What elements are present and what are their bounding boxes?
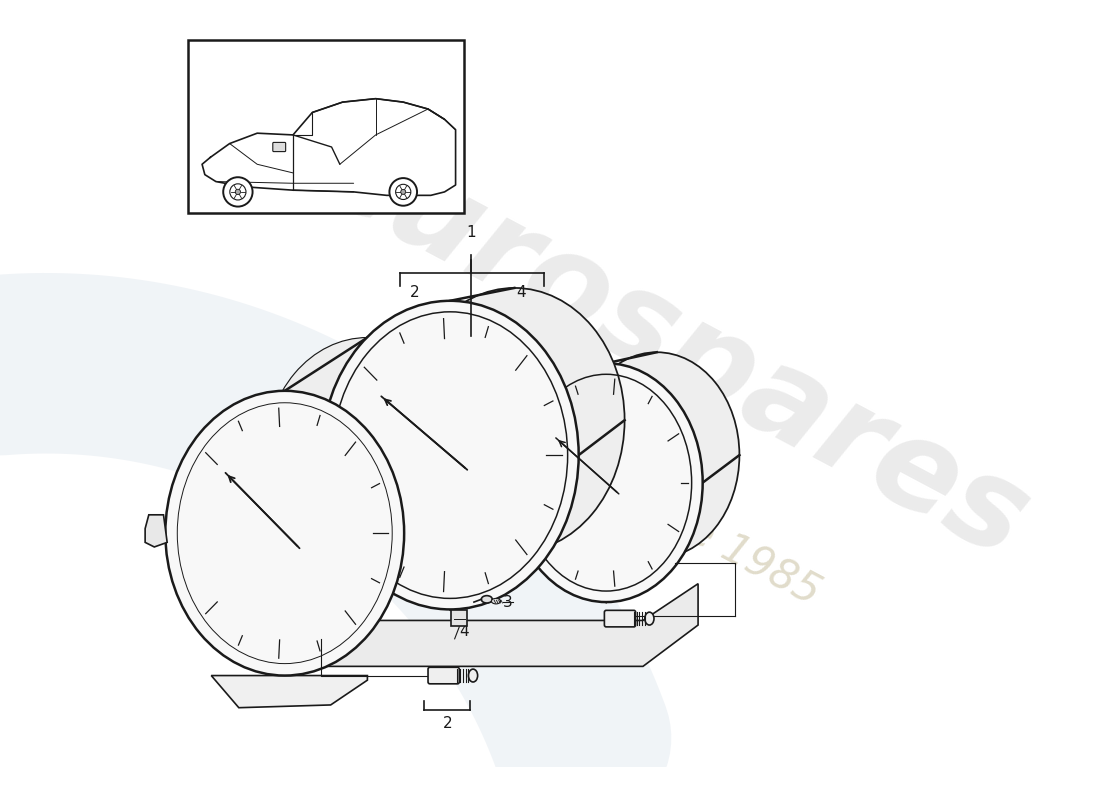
Polygon shape [220, 584, 698, 666]
Bar [188, 40, 464, 213]
Text: 1: 1 [466, 225, 476, 240]
Ellipse shape [574, 352, 739, 558]
Circle shape [235, 190, 241, 194]
FancyBboxPatch shape [273, 142, 286, 151]
Text: eurospares: eurospares [294, 106, 1048, 584]
Ellipse shape [264, 338, 471, 582]
FancyBboxPatch shape [604, 610, 636, 627]
Text: 2: 2 [410, 285, 420, 300]
Ellipse shape [645, 612, 654, 625]
Text: a passion since 1985: a passion since 1985 [421, 370, 828, 614]
Circle shape [400, 190, 406, 194]
Circle shape [230, 184, 246, 200]
Text: 4: 4 [516, 285, 526, 300]
Circle shape [396, 184, 410, 199]
Circle shape [223, 178, 253, 206]
Polygon shape [211, 675, 367, 708]
Text: 4: 4 [459, 624, 469, 639]
Ellipse shape [469, 669, 477, 682]
Ellipse shape [492, 598, 500, 604]
Ellipse shape [321, 301, 579, 610]
Ellipse shape [482, 596, 493, 603]
Polygon shape [202, 98, 455, 195]
Ellipse shape [404, 288, 625, 553]
FancyBboxPatch shape [428, 667, 460, 684]
Ellipse shape [165, 391, 404, 675]
Polygon shape [145, 515, 167, 547]
Text: 3: 3 [503, 594, 513, 610]
FancyBboxPatch shape [451, 610, 466, 626]
Ellipse shape [509, 363, 703, 602]
Text: 2: 2 [442, 716, 452, 731]
Circle shape [389, 178, 417, 206]
